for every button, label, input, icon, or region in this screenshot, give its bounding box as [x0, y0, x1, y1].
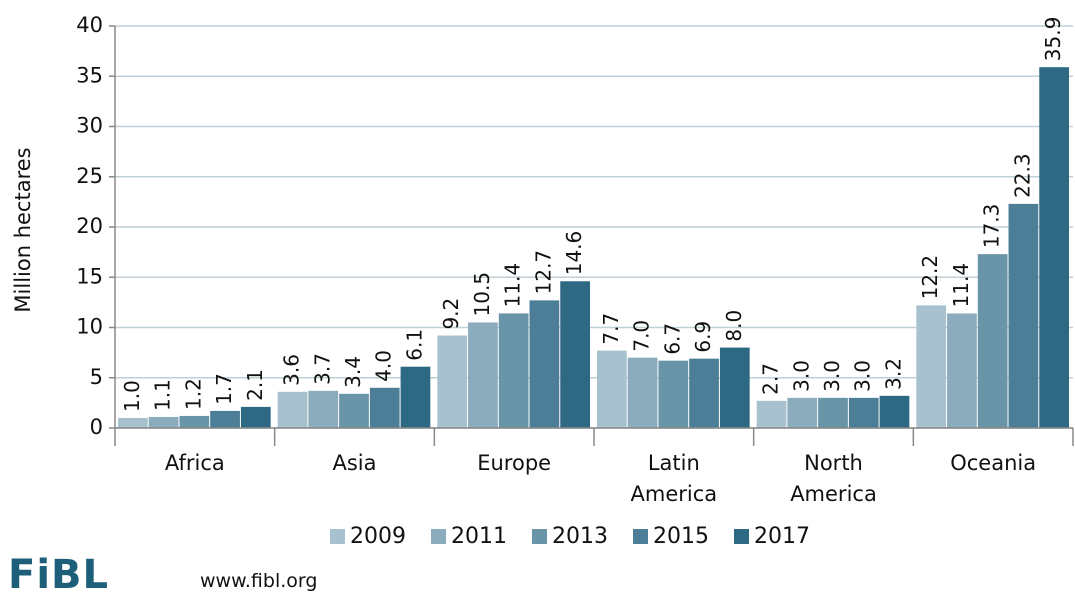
bar	[977, 254, 1008, 428]
bar	[437, 335, 468, 428]
value-label: 7.7	[599, 313, 623, 345]
x-tick-label: Europe	[477, 451, 552, 475]
bar	[560, 281, 590, 428]
x-tick-label: North America	[790, 451, 877, 506]
value-label: 3.6	[280, 354, 304, 386]
x-tick-label: Africa	[164, 451, 225, 475]
bar	[179, 415, 210, 428]
value-label: 10.5	[470, 272, 494, 317]
bar	[658, 360, 689, 428]
y-tick-label: 10	[76, 315, 103, 339]
legend-label: 2009	[350, 524, 406, 549]
value-label: 22.3	[1010, 153, 1034, 198]
bar	[1039, 67, 1069, 428]
y-tick-label: 35	[76, 63, 103, 87]
legend-swatch	[633, 529, 648, 544]
value-label: 2.1	[243, 369, 267, 401]
value-label: 14.6	[562, 231, 586, 276]
bar	[498, 313, 529, 428]
value-label: 6.7	[660, 323, 684, 355]
value-label: 6.9	[691, 321, 715, 353]
bar	[787, 397, 818, 428]
bar	[597, 350, 627, 428]
value-label: 35.9	[1041, 17, 1065, 62]
value-label: 3.0	[820, 360, 844, 392]
value-label: 1.1	[151, 379, 175, 411]
legend-label: 2013	[552, 524, 608, 549]
value-label: 4.0	[372, 350, 396, 382]
bar	[627, 357, 658, 428]
bar	[308, 390, 339, 428]
bar	[756, 400, 787, 428]
value-label: 8.0	[722, 310, 746, 342]
value-label: 6.1	[402, 329, 426, 361]
value-label: 3.0	[851, 360, 875, 392]
y-tick-label: 40	[76, 13, 103, 37]
legend-label: 2011	[451, 524, 507, 549]
legend-swatch	[734, 529, 749, 544]
y-tick-label: 25	[76, 164, 103, 188]
bar	[1008, 203, 1039, 428]
x-tick-label: Latin America	[630, 451, 718, 506]
value-label: 3.2	[881, 358, 905, 390]
value-label: 1.7	[212, 373, 236, 405]
bar	[947, 313, 977, 428]
bar	[400, 366, 431, 428]
legend-swatch	[330, 529, 345, 544]
bar	[339, 393, 369, 428]
bar	[818, 397, 848, 428]
bar	[689, 358, 719, 428]
value-label: 11.4	[501, 263, 525, 308]
value-label: 3.7	[310, 353, 334, 385]
legend-swatch	[431, 529, 446, 544]
y-tick-label: 5	[90, 365, 103, 389]
logo: FiBL	[8, 552, 110, 598]
value-label: 2.7	[759, 363, 783, 395]
y-tick-label: 30	[76, 114, 103, 138]
bar	[529, 300, 560, 428]
bar	[369, 387, 400, 428]
bar	[118, 417, 148, 428]
value-label: 12.2	[918, 255, 942, 300]
value-label: 1.2	[181, 378, 205, 410]
value-label: 1.0	[120, 380, 144, 412]
source: www.fibl.org	[200, 570, 318, 592]
value-label: 9.2	[439, 298, 463, 330]
legend-label: 2015	[653, 524, 709, 549]
value-label: 12.7	[531, 250, 555, 295]
value-label: 17.3	[980, 204, 1004, 249]
y-tick-label: 20	[76, 214, 103, 238]
legend-label: 2017	[754, 524, 810, 549]
bar	[468, 322, 498, 428]
value-label: 3.4	[341, 356, 365, 388]
value-label: 3.0	[789, 360, 813, 392]
bar	[210, 410, 240, 428]
bar	[148, 416, 179, 428]
bar	[277, 391, 308, 428]
x-tick-label: Asia	[332, 451, 377, 475]
bar	[848, 397, 879, 428]
bar	[719, 347, 750, 428]
bar	[240, 406, 271, 428]
y-tick-label: 15	[76, 264, 103, 288]
value-label: 7.0	[630, 320, 654, 352]
value-label: 11.4	[949, 263, 973, 308]
x-tick-label: Oceania	[950, 451, 1037, 475]
y-tick-label: 0	[90, 415, 103, 439]
bar	[879, 395, 910, 428]
legend-swatch	[532, 529, 547, 544]
bar	[916, 305, 947, 428]
y-axis-label: Million hectares	[11, 147, 35, 312]
